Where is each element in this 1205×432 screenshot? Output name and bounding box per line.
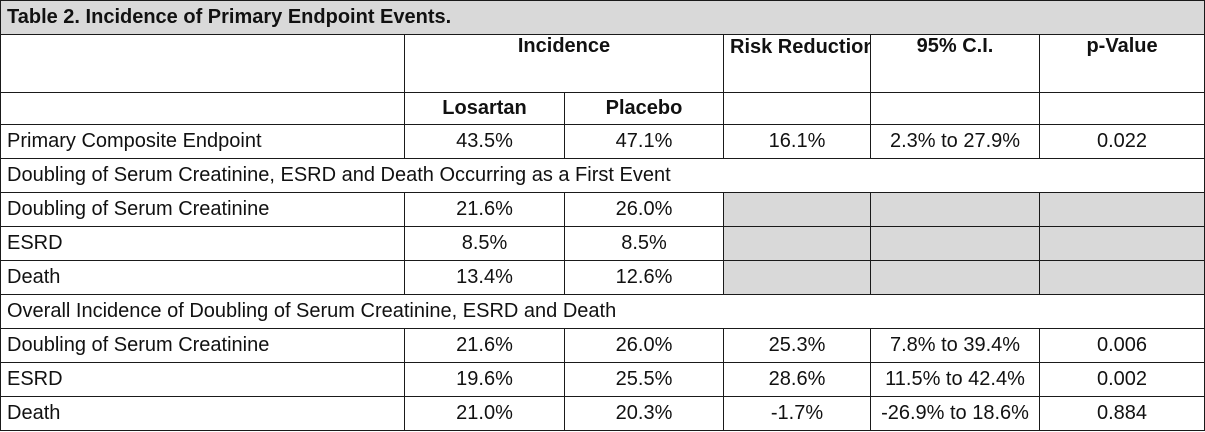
subheader-blank-cell (0, 91, 405, 126)
header-p-value: p-Value (1038, 33, 1205, 93)
cell-ci: 2.3% to 27.9% (870, 124, 1040, 160)
header-ci: 95% C.I. (870, 33, 1040, 93)
shaded-cell (870, 260, 1040, 296)
cell-ci: 11.5% to 42.4% (870, 362, 1040, 397)
header-risk-reduction: Risk Reduction (723, 33, 871, 93)
shaded-cell (870, 226, 1040, 262)
cell-placebo: 12.6% (564, 260, 724, 296)
subheader-losartan: Losartan (404, 91, 565, 126)
cell-placebo: 26.0% (564, 328, 724, 363)
row-label: Primary Composite Endpoint (0, 124, 405, 160)
shaded-cell (870, 192, 1040, 228)
subheader-blank-cell (1038, 91, 1205, 126)
row-label: Doubling of Serum Creatinine (0, 192, 405, 228)
table-title: Table 2. Incidence of Primary Endpoint E… (0, 0, 1205, 35)
row-label: ESRD (0, 226, 405, 262)
cell-ci: 7.8% to 39.4% (870, 328, 1040, 363)
cell-p-value: 0.884 (1038, 395, 1205, 432)
cell-placebo: 20.3% (564, 395, 724, 432)
table-row: Doubling of Serum Creatinine 21.6% 26.0%… (0, 328, 1205, 363)
shaded-cell (723, 192, 871, 228)
row-label: Doubling of Serum Creatinine (0, 328, 405, 363)
cell-losartan: 43.5% (404, 124, 565, 160)
cell-p-value: 0.002 (1038, 362, 1205, 397)
table-row: Primary Composite Endpoint 43.5% 47.1% 1… (0, 124, 1205, 160)
table-row: Death 21.0% 20.3% -1.7% -26.9% to 18.6% … (0, 395, 1205, 432)
row-label: Death (0, 260, 405, 296)
shaded-cell (1038, 226, 1205, 262)
table-row: Death 13.4% 12.6% (0, 260, 1205, 296)
subheader-blank-cell (870, 91, 1040, 126)
section-heading: Overall Incidence of Doubling of Serum C… (0, 294, 1205, 330)
cell-risk-reduction: 28.6% (723, 362, 871, 397)
cell-risk-reduction: 25.3% (723, 328, 871, 363)
cell-losartan: 19.6% (404, 362, 565, 397)
subheader-placebo: Placebo (564, 91, 724, 126)
header-incidence: Incidence (404, 33, 724, 93)
row-label: ESRD (0, 362, 405, 397)
row-label: Death (0, 395, 405, 432)
cell-ci: -26.9% to 18.6% (870, 395, 1040, 432)
cell-placebo: 8.5% (564, 226, 724, 262)
shaded-cell (1038, 192, 1205, 228)
shaded-cell (723, 226, 871, 262)
section-heading: Doubling of Serum Creatinine, ESRD and D… (0, 158, 1205, 194)
cell-losartan: 21.6% (404, 192, 565, 228)
table-row: Doubling of Serum Creatinine 21.6% 26.0% (0, 192, 1205, 228)
cell-losartan: 21.6% (404, 328, 565, 363)
cell-placebo: 47.1% (564, 124, 724, 160)
shaded-cell (723, 260, 871, 296)
cell-p-value: 0.022 (1038, 124, 1205, 160)
header-blank-cell (0, 33, 405, 93)
cell-losartan: 8.5% (404, 226, 565, 262)
subheader-blank-cell (723, 91, 871, 126)
cell-placebo: 25.5% (564, 362, 724, 397)
table-row: ESRD 19.6% 25.5% 28.6% 11.5% to 42.4% 0.… (0, 362, 1205, 397)
cell-placebo: 26.0% (564, 192, 724, 228)
cell-risk-reduction: 16.1% (723, 124, 871, 160)
shaded-cell (1038, 260, 1205, 296)
cell-risk-reduction: -1.7% (723, 395, 871, 432)
table-row: ESRD 8.5% 8.5% (0, 226, 1205, 262)
cell-losartan: 21.0% (404, 395, 565, 432)
cell-losartan: 13.4% (404, 260, 565, 296)
cell-p-value: 0.006 (1038, 328, 1205, 363)
